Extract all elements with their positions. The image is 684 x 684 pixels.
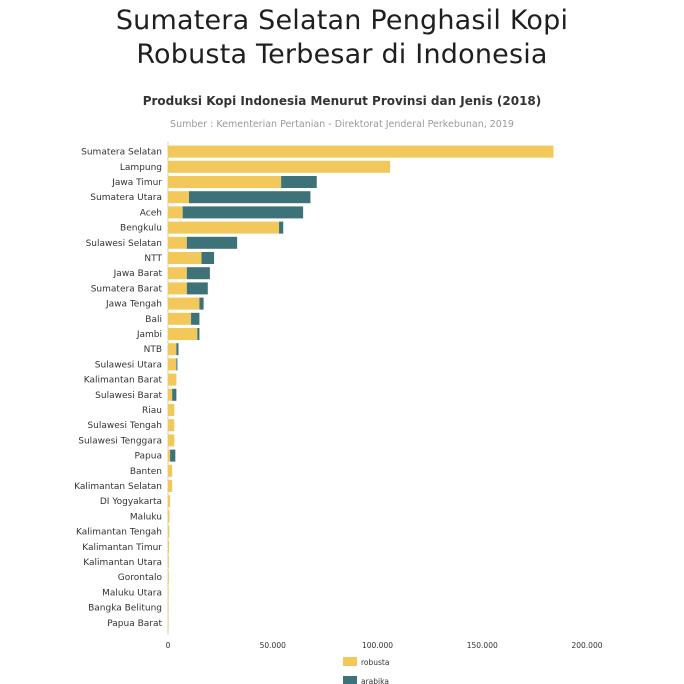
headline-line-1: Sumatera Selatan Penghasil Kopi bbox=[115, 5, 569, 36]
category-label: Sumatera Barat bbox=[91, 284, 163, 294]
bar-robusta bbox=[168, 267, 187, 280]
bar-arabika bbox=[186, 282, 208, 295]
bar-robusta bbox=[168, 495, 171, 508]
category-label: NTT bbox=[144, 254, 162, 264]
bar-arabika bbox=[191, 312, 200, 325]
bar-robusta bbox=[168, 236, 187, 249]
bar-arabika bbox=[197, 328, 200, 340]
category-label: Maluku bbox=[130, 512, 162, 522]
category-label: Maluku Utara bbox=[102, 588, 162, 598]
bar-robusta bbox=[168, 312, 192, 325]
bar-arabika bbox=[186, 267, 210, 280]
category-label: Sulawesi Selatan bbox=[86, 239, 162, 249]
chart-headline: Sumatera Selatan Penghasil Kopi Robusta … bbox=[0, 4, 684, 72]
category-label: Sumatera Utara bbox=[90, 193, 162, 203]
bar-robusta bbox=[168, 449, 171, 462]
category-label: Bangka Belitung bbox=[88, 604, 162, 614]
x-tick-label: 0 bbox=[166, 641, 171, 650]
category-label: Sulawesi Tenggara bbox=[78, 436, 162, 446]
bar-robusta bbox=[168, 145, 554, 158]
bar-robusta bbox=[168, 191, 189, 204]
bar-robusta bbox=[168, 297, 200, 310]
bar-arabika bbox=[182, 206, 304, 219]
bar-robusta bbox=[168, 434, 175, 447]
x-tick-label: 200.000 bbox=[571, 641, 602, 650]
category-label: Jawa Barat bbox=[113, 269, 163, 279]
bar-arabika bbox=[172, 388, 177, 401]
x-tick-label: 50.000 bbox=[260, 641, 286, 650]
bar-robusta bbox=[168, 388, 173, 401]
bar-arabika bbox=[170, 449, 176, 462]
bar-robusta bbox=[168, 586, 169, 599]
bar-robusta bbox=[168, 160, 391, 173]
x-tick-label: 100.000 bbox=[362, 641, 393, 650]
category-label: Gorontalo bbox=[118, 573, 163, 583]
category-label: Bali bbox=[145, 315, 162, 325]
bar-robusta bbox=[168, 206, 183, 219]
bar-robusta bbox=[168, 176, 282, 188]
category-label: Bengkulu bbox=[120, 224, 162, 234]
bar-robusta bbox=[168, 328, 198, 340]
bar-arabika bbox=[176, 343, 179, 356]
bar-robusta bbox=[168, 556, 169, 568]
bar-robusta bbox=[168, 510, 170, 523]
category-label: Sulawesi Utara bbox=[95, 360, 162, 370]
category-label: Sumatera Selatan bbox=[81, 148, 162, 158]
legend-label-arabika: arabika bbox=[361, 677, 389, 684]
category-label: Papua bbox=[135, 452, 162, 462]
bar-robusta bbox=[168, 419, 175, 432]
bar-robusta bbox=[168, 252, 202, 264]
category-label: DI Yogyakarta bbox=[100, 497, 162, 507]
chart-subtitle: Produksi Kopi Indonesia Menurut Provinsi… bbox=[142, 94, 542, 108]
chart-source: Sumber : Kementerian Pertanian - Direkto… bbox=[170, 119, 514, 130]
bar-arabika bbox=[176, 358, 178, 371]
category-label: Kalimantan Utara bbox=[83, 558, 162, 568]
bar-robusta bbox=[168, 616, 169, 629]
bar-robusta bbox=[168, 601, 169, 614]
category-label: Sulawesi Barat bbox=[95, 391, 162, 401]
legend-swatch-robusta bbox=[343, 657, 357, 666]
bar-robusta bbox=[168, 540, 170, 553]
category-label: Aceh bbox=[140, 208, 162, 218]
category-label: Riau bbox=[142, 406, 162, 416]
category-label: Jambi bbox=[136, 330, 162, 340]
x-tick-label: 150.000 bbox=[467, 641, 498, 650]
category-label: Kalimantan Barat bbox=[84, 376, 163, 386]
category-label: Sulawesi Tengah bbox=[87, 421, 162, 431]
bar-arabika bbox=[186, 236, 238, 249]
category-label: Papua Barat bbox=[107, 619, 162, 629]
bar-arabika bbox=[279, 221, 284, 234]
headline-line-2: Robusta Terbesar di Indonesia bbox=[136, 39, 548, 70]
bar-robusta bbox=[168, 358, 177, 371]
bar-robusta bbox=[168, 373, 177, 386]
category-label: Banten bbox=[130, 467, 162, 477]
category-label: Kalimantan Timur bbox=[82, 543, 162, 553]
category-label: Jawa Timur bbox=[111, 178, 162, 188]
bar-arabika bbox=[188, 191, 311, 204]
legend-label-robusta: robusta bbox=[361, 658, 389, 667]
bar-robusta bbox=[168, 282, 187, 295]
bar-robusta bbox=[168, 480, 173, 492]
legend-swatch-arabika bbox=[343, 676, 357, 684]
bar-robusta bbox=[168, 525, 170, 538]
category-label: Jawa Tengah bbox=[105, 300, 162, 310]
bar-robusta bbox=[168, 464, 173, 477]
bar-arabika bbox=[199, 297, 204, 310]
bar-robusta bbox=[168, 343, 177, 356]
category-label: Kalimantan Tengah bbox=[76, 528, 162, 538]
bar-arabika bbox=[281, 176, 317, 188]
bar-arabika bbox=[201, 252, 215, 264]
bar-robusta bbox=[168, 221, 280, 234]
category-label: Kalimantan Selatan bbox=[74, 482, 162, 492]
bar-robusta bbox=[168, 404, 175, 416]
category-label: NTB bbox=[144, 345, 162, 355]
category-label: Lampung bbox=[120, 163, 162, 173]
bar-robusta bbox=[168, 571, 169, 584]
